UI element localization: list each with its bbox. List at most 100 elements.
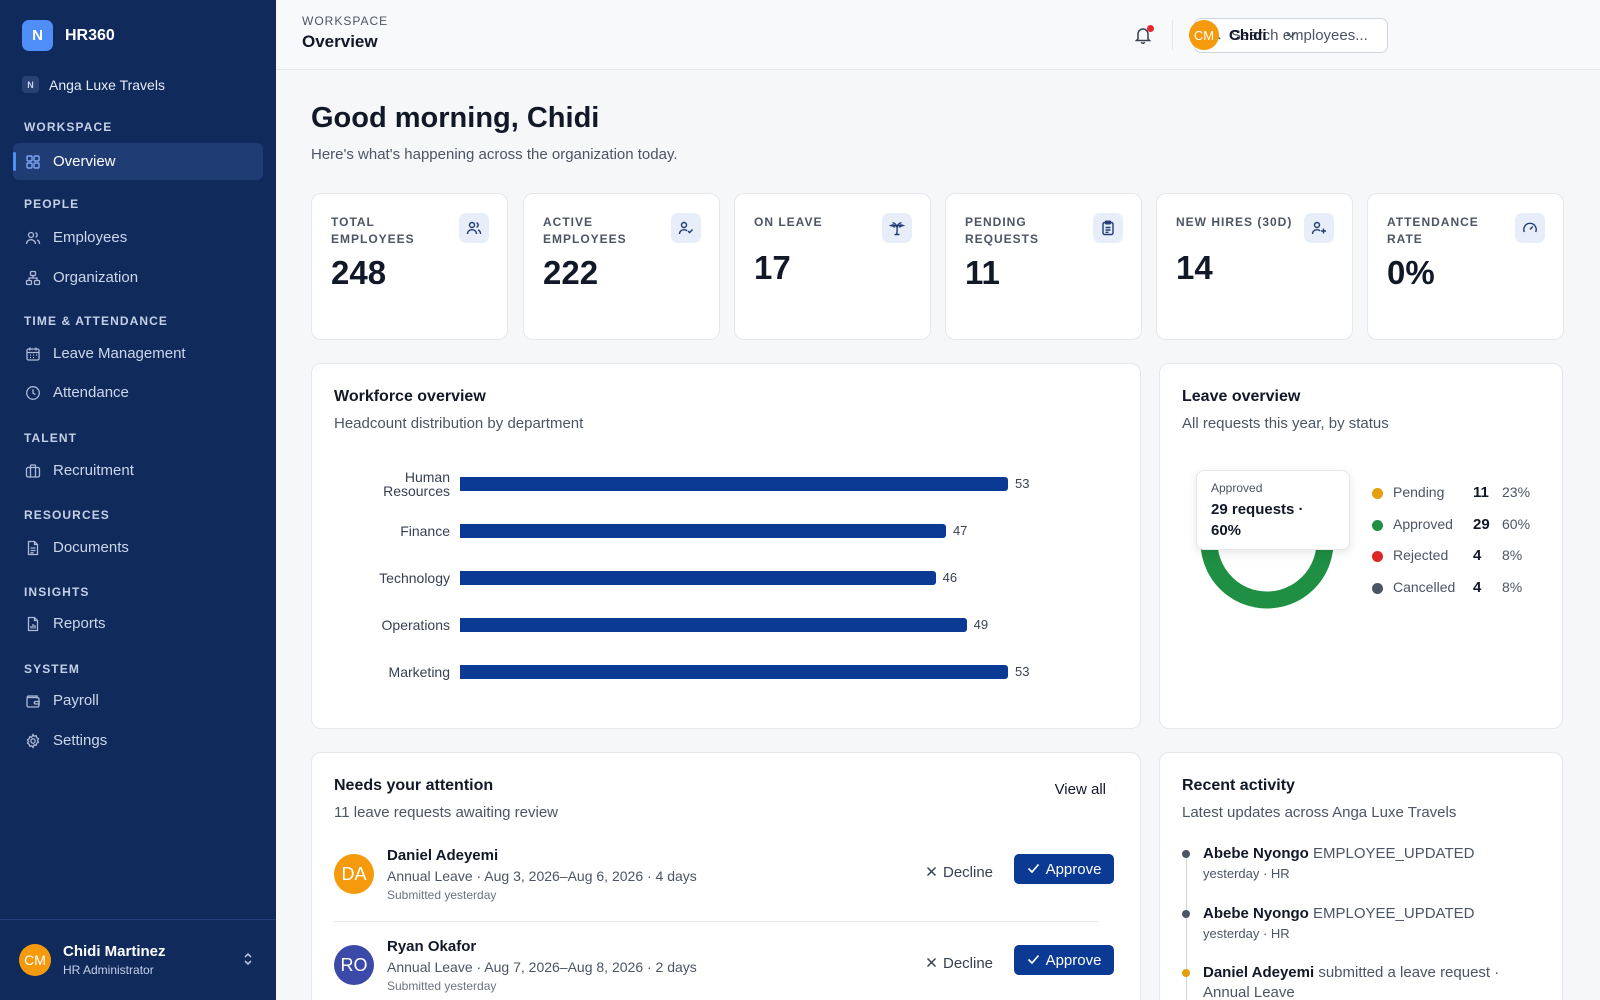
user-menu[interactable]: CM Chidi Martinez HR Administrator bbox=[0, 919, 276, 1000]
legend-name: Approved bbox=[1393, 515, 1453, 532]
nav-section-talent: TALENT bbox=[24, 431, 78, 445]
bar[interactable] bbox=[460, 665, 1008, 679]
bar-value: 49 bbox=[973, 617, 989, 632]
sidebar-item-label: Settings bbox=[53, 732, 108, 749]
stat-label: ACTIVE EMPLOYEES bbox=[543, 215, 627, 246]
stat-value: 248 bbox=[331, 254, 387, 291]
sidebar-item-recruitment[interactable]: Recruitment bbox=[13, 452, 263, 489]
timeline-dot bbox=[1182, 969, 1190, 977]
leave-detail: Annual Leave · Aug 7, 2026–Aug 8, 2026 ·… bbox=[387, 959, 697, 975]
users-icon bbox=[25, 230, 41, 246]
bar-value: 53 bbox=[1015, 664, 1030, 679]
greeting-title: Good morning, Chidi bbox=[311, 102, 600, 134]
calendar-icon bbox=[25, 346, 41, 362]
stat-value: 222 bbox=[543, 254, 599, 291]
stat-value: 0% bbox=[1387, 254, 1435, 291]
stat-card-pending-requests[interactable]: PENDING REQUESTS 11 bbox=[945, 193, 1142, 340]
decline-button[interactable]: Decline bbox=[926, 949, 993, 977]
leave-detail: Annual Leave · Aug 3, 2026–Aug 6, 2026 ·… bbox=[387, 868, 697, 884]
activity-action: EMPLOYEE_UPDATED bbox=[1313, 845, 1475, 862]
bar[interactable] bbox=[460, 618, 967, 632]
stat-label: TOTAL EMPLOYEES bbox=[331, 215, 415, 246]
bar-label: Finance bbox=[400, 523, 450, 539]
legend-name: Cancelled bbox=[1393, 578, 1456, 595]
user-role: HR Administrator bbox=[63, 963, 154, 977]
legend-dot bbox=[1372, 551, 1383, 562]
employee-name: Ryan Okafor bbox=[387, 938, 477, 955]
breadcrumb: WORKSPACE bbox=[302, 14, 389, 28]
bell-icon[interactable] bbox=[1133, 25, 1153, 45]
sidebar-item-label: Overview bbox=[53, 153, 116, 170]
recent-activity-card: Recent activity Latest updates across An… bbox=[1159, 752, 1563, 1000]
activity-action: EMPLOYEE_UPDATED bbox=[1313, 905, 1475, 922]
page-title: Overview bbox=[302, 32, 378, 51]
sidebar-item-label: Payroll bbox=[53, 692, 99, 709]
chevron-down-icon bbox=[1285, 28, 1297, 42]
top-user-menu[interactable]: CM Chidi bbox=[1189, 20, 1297, 50]
sidebar-item-employees[interactable]: Employees bbox=[13, 219, 263, 256]
card-title: Recent activity bbox=[1182, 777, 1295, 794]
activity-meta: yesterday · HR bbox=[1203, 926, 1290, 941]
stat-card-attendance-rate[interactable]: ATTENDANCE RATE 0% bbox=[1367, 193, 1564, 340]
approve-button[interactable]: Approve bbox=[1014, 945, 1114, 975]
notification-dot bbox=[1147, 25, 1154, 32]
activity-action: submitted a leave request · Annual Leave bbox=[1203, 964, 1500, 1000]
nav-section-resources: RESOURCES bbox=[24, 508, 110, 522]
legend-dot bbox=[1372, 519, 1383, 531]
approve-label: Approve bbox=[1045, 860, 1102, 878]
bar[interactable] bbox=[460, 571, 936, 585]
approve-button[interactable]: Approve bbox=[1014, 854, 1114, 884]
sidebar-item-settings[interactable]: Settings bbox=[13, 722, 263, 759]
legend-name: Pending bbox=[1393, 484, 1445, 500]
stat-value: 11 bbox=[965, 254, 1000, 291]
sidebar-item-reports[interactable]: Reports bbox=[13, 605, 263, 642]
grid-icon bbox=[25, 154, 41, 170]
report-icon bbox=[25, 616, 41, 632]
sidebar-item-label: Documents bbox=[53, 539, 129, 556]
sidebar-item-payroll[interactable]: Payroll bbox=[13, 682, 263, 719]
nav-section-time-attendance: TIME & ATTENDANCE bbox=[24, 314, 169, 328]
stat-label: ATTENDANCE RATE bbox=[1387, 215, 1479, 246]
sidebar-item-overview[interactable]: Overview bbox=[13, 143, 263, 180]
stat-card-on-leave[interactable]: ON LEAVE 17 bbox=[734, 193, 931, 340]
sidebar-item-attendance[interactable]: Attendance bbox=[13, 374, 263, 411]
wallet-icon bbox=[25, 693, 41, 709]
top-user-name: Chidi bbox=[1229, 26, 1267, 44]
stat-card-active-employees[interactable]: ACTIVE EMPLOYEES 222 bbox=[523, 193, 720, 340]
legend-percent: 8% bbox=[1502, 547, 1523, 563]
legend-item: Approved 29 60% bbox=[1372, 516, 1542, 536]
sidebar-item-organization[interactable]: Organization bbox=[13, 259, 263, 296]
avatar: CM bbox=[1189, 20, 1219, 50]
stat-card-new-hires[interactable]: NEW HIRES (30D) 14 bbox=[1156, 193, 1353, 340]
palm-tree-icon bbox=[882, 213, 912, 243]
stat-card-total-employees[interactable]: TOTAL EMPLOYEES 248 bbox=[311, 193, 508, 340]
bar[interactable] bbox=[460, 477, 1008, 491]
nav-section-insights: INSIGHTS bbox=[24, 585, 90, 599]
nav-section-workspace: WORKSPACE bbox=[24, 120, 113, 134]
greeting-subtitle: Here's what's happening across the organ… bbox=[311, 146, 678, 163]
brand[interactable]: N HR360 bbox=[22, 20, 115, 51]
activity-text: Daniel Adeyemi submitted a leave request… bbox=[1203, 963, 1533, 1000]
legend-percent: 8% bbox=[1502, 578, 1523, 595]
timeline-dot bbox=[1182, 850, 1190, 858]
activity-text: Abebe Nyongo EMPLOYEE_UPDATED bbox=[1203, 844, 1533, 864]
nav-section-system: SYSTEM bbox=[24, 662, 80, 676]
org-switcher[interactable]: N Anga Luxe Travels bbox=[22, 76, 165, 93]
bar-value: 53 bbox=[1015, 476, 1030, 491]
decline-button[interactable]: Decline bbox=[926, 858, 993, 886]
bar[interactable] bbox=[460, 524, 946, 538]
view-all-link[interactable]: View all bbox=[1054, 781, 1106, 798]
submitted-text: Submitted yesterday bbox=[387, 888, 497, 902]
card-subtitle: 11 leave requests awaiting review bbox=[334, 804, 559, 821]
legend-count: 11 bbox=[1473, 484, 1489, 501]
card-title: Leave overview bbox=[1182, 388, 1301, 405]
close-icon bbox=[926, 864, 937, 881]
sidebar-item-documents[interactable]: Documents bbox=[13, 529, 263, 566]
sidebar-item-leave-management[interactable]: Leave Management bbox=[13, 335, 263, 372]
search-input[interactable] bbox=[1231, 27, 1381, 44]
hierarchy-icon bbox=[25, 270, 41, 286]
workforce-overview-card: Workforce overview Headcount distributio… bbox=[311, 363, 1141, 729]
bar-label: Technology bbox=[379, 570, 450, 586]
decline-label: Decline bbox=[943, 954, 994, 972]
user-plus-icon bbox=[1304, 213, 1334, 243]
